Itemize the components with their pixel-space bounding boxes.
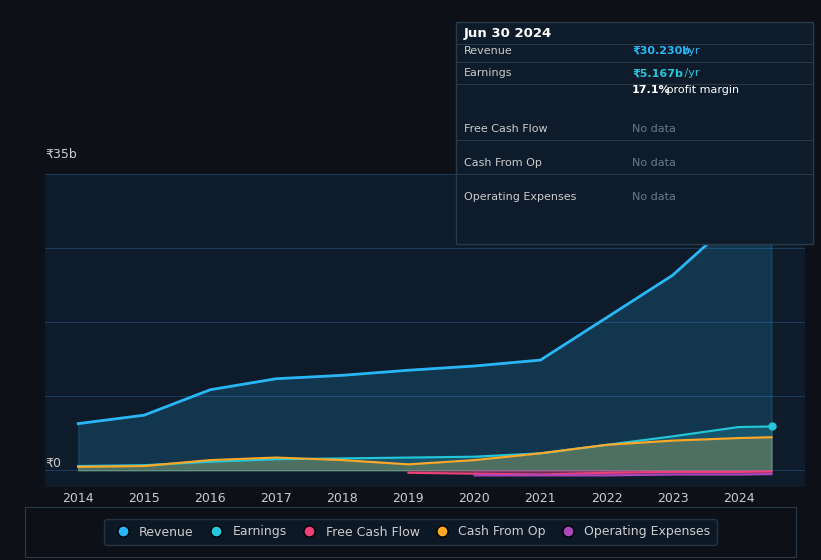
Text: No data: No data <box>632 192 676 202</box>
Text: Earnings: Earnings <box>464 68 512 78</box>
Text: Cash From Op: Cash From Op <box>464 158 542 168</box>
Text: ₹30.230b: ₹30.230b <box>632 46 690 56</box>
Text: 17.1%: 17.1% <box>632 85 671 95</box>
Text: Free Cash Flow: Free Cash Flow <box>464 124 548 134</box>
Text: ₹5.167b: ₹5.167b <box>632 68 683 78</box>
Text: No data: No data <box>632 158 676 168</box>
Text: /yr: /yr <box>681 68 700 78</box>
Text: Revenue: Revenue <box>464 46 512 56</box>
Text: Operating Expenses: Operating Expenses <box>464 192 576 202</box>
Text: ₹35b: ₹35b <box>45 148 77 161</box>
Text: No data: No data <box>632 124 676 134</box>
Legend: Revenue, Earnings, Free Cash Flow, Cash From Op, Operating Expenses: Revenue, Earnings, Free Cash Flow, Cash … <box>104 519 717 545</box>
Text: ₹0: ₹0 <box>45 457 61 470</box>
Text: Jun 30 2024: Jun 30 2024 <box>464 27 552 40</box>
Text: profit margin: profit margin <box>663 85 740 95</box>
Text: /yr: /yr <box>681 46 700 56</box>
